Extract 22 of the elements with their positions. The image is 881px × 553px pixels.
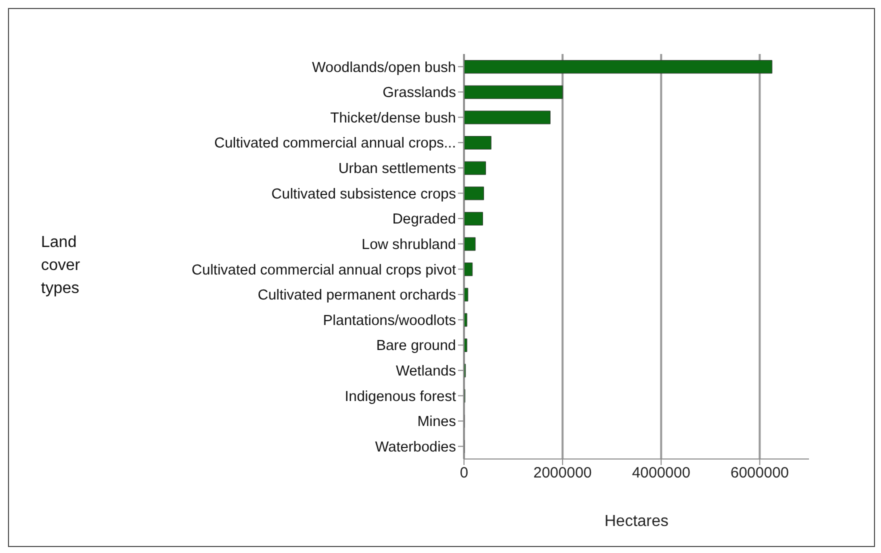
y-tick-label: Wetlands [396,364,456,380]
y-tick-label: Cultivated permanent orchards [258,288,456,304]
x-tick-label: 0 [460,464,468,482]
y-tick-label: Waterbodies [375,439,456,456]
y-tick-label: Cultivated commercial annual crops... [214,136,456,152]
y-tick-label: Indigenous forest [344,388,456,405]
y-tick-label: Bare ground [376,338,456,354]
y-tick-label: Thicket/dense bush [330,110,456,126]
x-tick-label: 6000000 [730,464,789,482]
y-tick-label: Cultivated commercial annual crops pivot [192,262,456,278]
x-tick-label: 4000000 [632,464,690,482]
text: Land cover types [41,233,80,299]
y-tick-label: Plantations/woodlots [323,312,456,329]
x-tick-label: 2000000 [533,464,592,482]
y-tick-label: Grasslands [382,85,456,102]
y-tick-label: Woodlands/open bush [312,60,456,76]
y-tick-label: Low shrubland [362,236,456,253]
x-axis-title: Hectares [604,513,669,530]
y-tick-label: Urban settlements [338,161,456,178]
y-tick-label: Cultivated subsistence crops [271,186,456,202]
y-tick-label: Mines [417,414,456,430]
y-tick-label: Degraded [392,212,456,228]
